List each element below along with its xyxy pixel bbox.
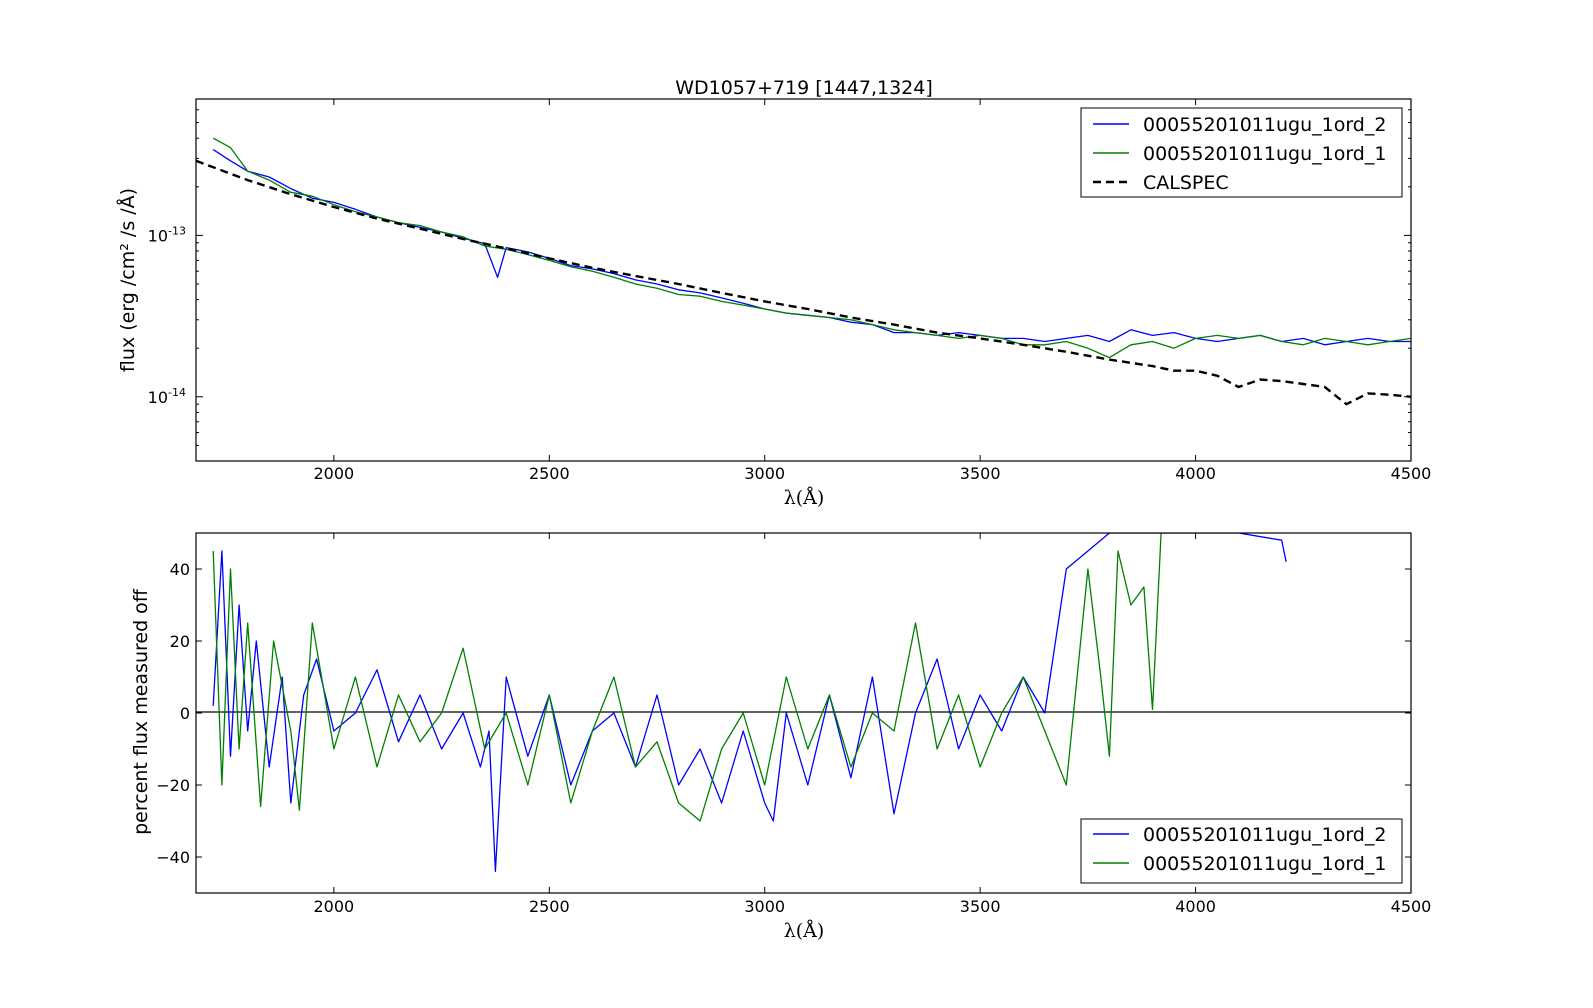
y-tick-label: 40: [170, 560, 190, 579]
percent-legend-box: [1080, 818, 1403, 884]
percent-x-ticks: 2000 2500 3000 3500 4000 4500: [314, 533, 1432, 916]
x-tick-label: 2500: [529, 464, 570, 483]
percent-series-line-1: [212, 533, 1162, 822]
flux-legend: 00055201011ugu_1ord_2 00055201011ugu_1or…: [1080, 107, 1403, 198]
percent-x-axis-label: λ(Å): [784, 920, 825, 942]
x-tick-label: 3000: [744, 464, 785, 483]
flux-series-line-1: [212, 137, 1411, 359]
y-tick-label: 10: [148, 226, 168, 245]
flux-x-ticks: 2000 2500 3000 3500 4000 4500: [314, 99, 1432, 483]
y-tick-label: 10: [148, 388, 168, 407]
x-tick-label: 4000: [1175, 897, 1216, 916]
flux-y-axis-label: flux (erg /cm² /s /Å): [116, 188, 139, 372]
flux-series-group: [196, 137, 1411, 406]
percent-series-line-0: [212, 533, 1287, 873]
x-tick-label: 2000: [314, 897, 355, 916]
y-tick-label: 0: [180, 704, 190, 723]
flux-axes-frame: [195, 98, 1412, 462]
legend-label: 00055201011ugu_1ord_2: [1143, 114, 1386, 136]
legend-label: 00055201011ugu_1ord_1: [1143, 853, 1386, 875]
x-tick-label: 4000: [1175, 464, 1216, 483]
y-tick-label: −40: [156, 848, 190, 867]
y-tick-label: −20: [156, 776, 190, 795]
x-tick-label: 2000: [314, 464, 355, 483]
legend-label: 00055201011ugu_1ord_2: [1143, 824, 1386, 846]
y-tick-exponent: -13: [168, 224, 186, 237]
legend-label: 00055201011ugu_1ord_1: [1143, 143, 1386, 165]
chart-title: WD1057+719 [1447,1324]: [675, 77, 933, 99]
flux-panel: WD1057+719 [1447,1324] 2000 2500 3000 3500 4…: [116, 77, 1431, 509]
y-tick-label: 20: [170, 632, 190, 651]
x-tick-label: 4500: [1391, 464, 1432, 483]
x-tick-label: 3500: [960, 464, 1001, 483]
percent-series-group: [212, 533, 1287, 873]
percent-y-axis-label: percent flux measured off: [130, 588, 152, 835]
x-tick-label: 4500: [1391, 897, 1432, 916]
x-tick-label: 3500: [960, 897, 1001, 916]
percent-panel: 2000 2500 3000 3500 4000 4500 −40 −20 0 20 40 λ(Å…: [130, 532, 1432, 942]
percent-legend: 00055201011ugu_1ord_2 00055201011ugu_1or…: [1080, 818, 1403, 884]
legend-label: CALSPEC: [1143, 172, 1229, 194]
x-tick-label: 2500: [529, 897, 570, 916]
percent-y-ticks: −40 −20 0 20 40: [156, 560, 1411, 867]
flux-legend-box: [1080, 107, 1403, 198]
flux-series-line-2: [196, 159, 1411, 406]
y-tick-exponent: -14: [168, 386, 186, 399]
x-tick-label: 3000: [744, 897, 785, 916]
flux-x-axis-label: λ(Å): [784, 487, 825, 509]
